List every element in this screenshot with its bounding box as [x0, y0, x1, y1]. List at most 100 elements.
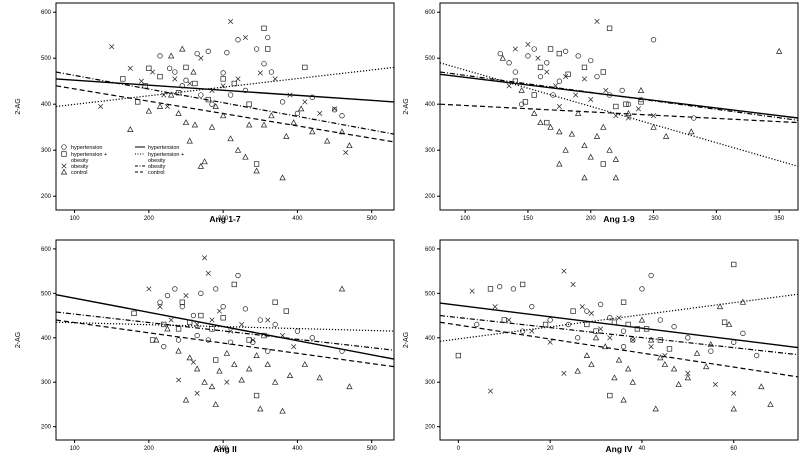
point-obesity-15: [291, 344, 297, 350]
point-control-27: [346, 142, 353, 149]
point-obesity-22: [220, 83, 226, 89]
point-hypertension-3: [183, 77, 189, 83]
x-tick-label-4: 60: [730, 446, 737, 452]
point-hypertension-20: [339, 113, 345, 119]
fit-line-obesity: [439, 71, 799, 121]
point-hypertension-obesity-1: [120, 76, 126, 82]
point-hypertension-obesity-1: [131, 310, 137, 316]
point-obesity-10: [594, 18, 600, 24]
point-control-3: [592, 334, 600, 341]
point-obesity-18: [731, 390, 737, 396]
point-hypertension-obesity-16: [142, 83, 148, 89]
point-hypertension-obesity-8: [220, 76, 226, 82]
fit-line-control: [439, 103, 799, 124]
point-control-30: [190, 68, 197, 75]
point-hypertension-15: [198, 92, 204, 98]
series-hypertension-obesity: [512, 25, 644, 167]
point-obesity-4: [150, 69, 156, 75]
point-hypertension-obesity-8: [593, 328, 599, 334]
point-obesity-1: [146, 286, 152, 292]
point-obesity-15: [650, 113, 657, 119]
point-hypertension-19: [740, 330, 746, 336]
point-obesity-3: [138, 78, 144, 84]
point-obesity-1: [109, 44, 115, 50]
point-control-9: [223, 349, 231, 356]
point-control-3: [156, 103, 164, 109]
point-control-22: [290, 119, 297, 126]
point-hypertension-13: [242, 87, 249, 94]
point-hypertension-obesity-6: [198, 312, 204, 319]
point-obesity-2: [127, 65, 133, 71]
point-control-10: [201, 158, 208, 165]
point-control-8: [216, 367, 223, 374]
point-hypertension-obesity-5: [187, 319, 193, 325]
point-hypertension-11: [257, 317, 263, 323]
point-hypertension-obesity-10: [613, 103, 619, 110]
x-axis-title: Ang II: [213, 444, 237, 454]
x-tick-label-5: 300: [711, 216, 722, 222]
point-hypertension-12: [639, 286, 645, 292]
point-hypertension-obesity-11: [625, 321, 631, 328]
point-hypertension-obesity-10: [620, 299, 627, 305]
point-obesity-3: [506, 317, 512, 323]
y-tick-label-4: 500: [425, 56, 436, 62]
point-obesity-14: [648, 344, 654, 350]
point-obesity-4: [544, 69, 550, 75]
point-hypertension-7: [556, 78, 562, 84]
x-tick-label-1: 100: [70, 446, 81, 452]
x-tick-label-2: 150: [523, 216, 534, 222]
point-hypertension-16: [685, 335, 691, 341]
point-obesity-9: [588, 97, 594, 103]
point-control-10: [647, 336, 655, 343]
point-control-12: [212, 103, 219, 109]
point-control-9: [638, 316, 646, 323]
point-hypertension-obesity-8: [220, 315, 226, 321]
chart-panel-2: 100 150 200 250 300 350 200 300 400 500 600 2-AG Ang…: [403, 2, 799, 224]
point-obesity-17: [317, 110, 323, 116]
x-tick-label-2: 20: [547, 446, 554, 452]
point-hypertension-obesity-15: [213, 357, 219, 363]
point-obesity-13: [265, 317, 271, 323]
point-obesity-10: [228, 18, 234, 24]
point-control-23: [758, 383, 765, 390]
plot-frame: [55, 239, 395, 441]
point-obesity-20: [561, 370, 567, 376]
x-tick-label-6: 350: [774, 216, 785, 222]
fit-line-obesity: [55, 311, 395, 351]
y-axis-label: 2-AG: [403, 98, 410, 114]
point-obesity-7: [205, 270, 211, 276]
point-hypertension-10: [242, 306, 249, 312]
point-hypertension-obesity-7: [581, 64, 588, 71]
point-hypertension-obesity-4: [179, 299, 185, 305]
point-hypertension-18: [194, 332, 200, 339]
legend-marker-1: [61, 144, 67, 150]
point-obesity-9: [216, 308, 222, 314]
point-obesity-11: [239, 321, 245, 327]
legend-label-2: hypertension +: [71, 152, 107, 158]
point-control-15: [684, 374, 692, 381]
x-tick-label-5: 500: [367, 216, 378, 222]
point-control-18: [707, 341, 714, 347]
point-control-20: [338, 285, 346, 292]
series-control: [153, 285, 353, 414]
point-hypertension-obesity-6: [570, 308, 576, 314]
point-control-25: [323, 137, 331, 144]
point-control-22: [739, 298, 747, 305]
point-control-24: [767, 401, 774, 407]
point-hypertension-9: [253, 46, 260, 52]
point-hypertension-23: [227, 92, 234, 98]
point-hypertension-1: [157, 53, 163, 59]
y-tick-label-3: 400: [425, 336, 436, 342]
point-hypertension-14: [209, 101, 215, 107]
point-hypertension-obesity-7: [584, 321, 590, 328]
x-tick-label-3: 40: [639, 446, 646, 452]
point-obesity-12: [250, 337, 256, 343]
point-obesity-14: [280, 333, 286, 339]
point-hypertension-21: [179, 83, 185, 89]
point-hypertension-10: [588, 57, 594, 64]
point-control-20: [725, 321, 733, 327]
point-control-12: [245, 365, 253, 372]
point-hypertension-3: [510, 286, 517, 292]
point-hypertension-obesity-7: [209, 326, 215, 332]
y-tick-label-1: 200: [41, 425, 52, 431]
